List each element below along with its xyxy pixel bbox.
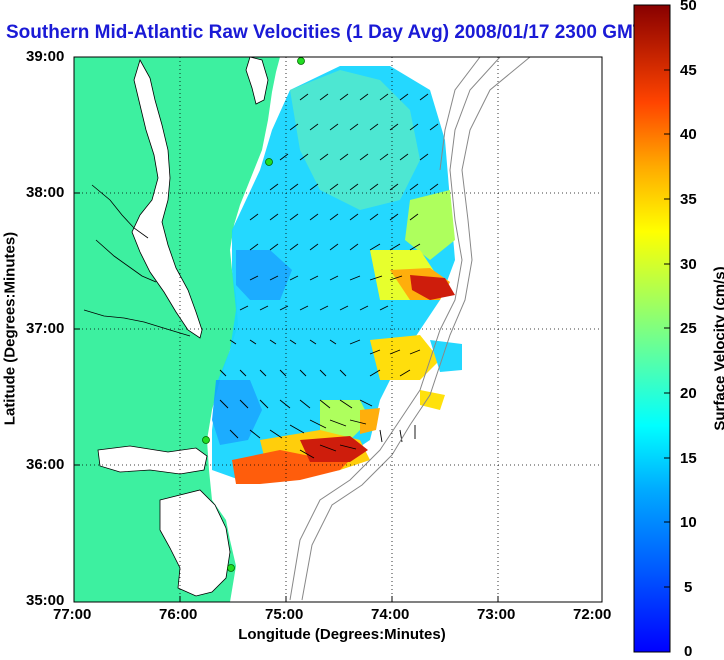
y-tick-label: 35:00 (26, 592, 64, 609)
colorbar-tick-label: 0 (684, 643, 692, 660)
colorbar-label: Surface Velocity (cm/s) (712, 229, 724, 469)
colorbar-tick-label: 15 (680, 450, 697, 467)
colorbar-tick-label: 40 (680, 126, 697, 143)
radar-site-marker (266, 159, 273, 166)
y-tick-label: 38:00 (26, 184, 64, 201)
x-tick-label: 74:00 (371, 606, 409, 623)
radar-site-marker (228, 565, 235, 572)
colorbar-tick-label: 20 (680, 385, 697, 402)
colorbar-tick-label: 35 (680, 191, 697, 208)
colorbar-tick-label: 5 (684, 579, 692, 596)
x-axis-label: Longitude (Degrees:Minutes) (74, 626, 610, 643)
y-axis-label: Latitude (Degrees:Minutes) (2, 209, 19, 449)
radar-site-marker (203, 437, 210, 444)
x-tick-label: 75:00 (265, 606, 303, 623)
colorbar-tick-label: 45 (680, 62, 697, 79)
x-tick-label: 72:00 (573, 606, 611, 623)
y-tick-label: 39:00 (26, 48, 64, 65)
y-tick-label: 36:00 (26, 456, 64, 473)
colorbar-tick-label: 25 (680, 320, 697, 337)
colorbar-tick-label: 10 (680, 514, 697, 531)
x-tick-label: 73:00 (477, 606, 515, 623)
radar-site-marker (298, 58, 305, 65)
colorbar-tick-label: 30 (680, 256, 697, 273)
x-tick-label: 76:00 (159, 606, 197, 623)
albemarle-sound (98, 446, 207, 474)
colorbar-tick-label: 50 (680, 0, 697, 14)
y-tick-label: 37:00 (26, 320, 64, 337)
